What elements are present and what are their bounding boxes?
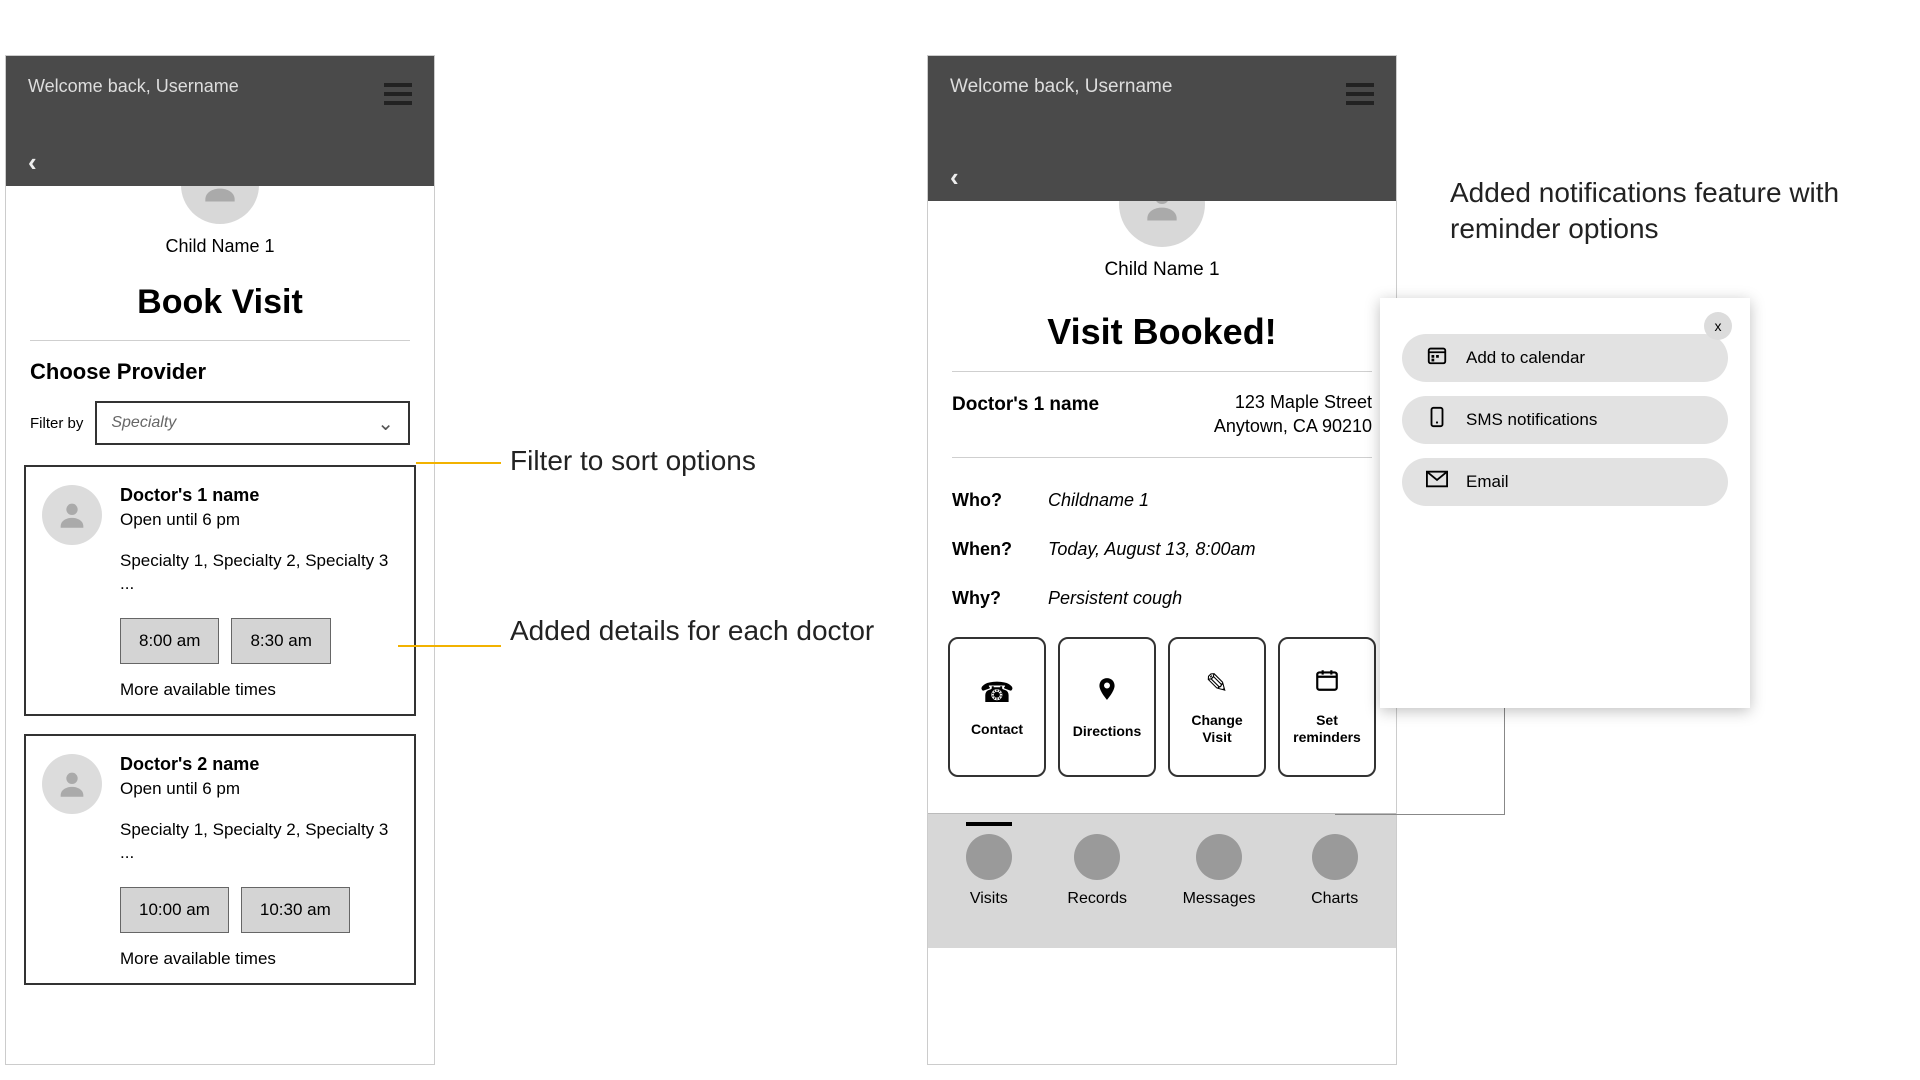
- nav-charts-label: Charts: [1311, 890, 1358, 908]
- close-button[interactable]: x: [1704, 312, 1732, 340]
- doctor-hours: Open until 6 pm: [120, 510, 398, 530]
- email-button[interactable]: Email: [1402, 458, 1728, 506]
- directions-label: Directions: [1073, 723, 1141, 740]
- close-icon: x: [1715, 318, 1722, 334]
- phone-header: Welcome back, Username ‹: [928, 56, 1396, 201]
- address-line-2: Anytown, CA 90210: [1214, 414, 1372, 438]
- why-label: Why?: [952, 588, 1048, 609]
- doctor-name: Doctor's 1 name: [120, 485, 398, 506]
- doctor-address-row: Doctor's 1 name 123 Maple Street Anytown…: [952, 390, 1372, 439]
- divider: [952, 457, 1372, 458]
- nav-icon: [1074, 834, 1120, 880]
- who-value: Childname 1: [1048, 490, 1149, 511]
- phone-visit-booked: Welcome back, Username ‹ Child Name 1 Vi…: [927, 55, 1397, 1065]
- doctor-avatar-icon: [42, 754, 102, 814]
- phone-header: Welcome back, Username ‹: [6, 56, 434, 186]
- welcome-text: Welcome back, Username: [950, 76, 1374, 98]
- email-icon: [1422, 470, 1452, 494]
- back-button[interactable]: ‹: [28, 147, 37, 178]
- annotation-filter: Filter to sort options: [510, 443, 756, 479]
- doctor-hours: Open until 6 pm: [120, 779, 398, 799]
- nav-messages[interactable]: Messages: [1183, 834, 1256, 908]
- time-slot-button[interactable]: 8:00 am: [120, 618, 219, 664]
- contact-button[interactable]: ☎ Contact: [948, 637, 1046, 777]
- divider: [952, 371, 1372, 372]
- add-to-calendar-button[interactable]: Add to calendar: [1402, 334, 1728, 382]
- why-value: Persistent cough: [1048, 588, 1182, 609]
- when-value: Today, August 13, 8:00am: [1048, 539, 1255, 560]
- contact-label: Contact: [971, 721, 1023, 738]
- more-times-link[interactable]: More available times: [120, 680, 398, 700]
- detail-who: Who? Childname 1: [952, 476, 1372, 525]
- time-slot-button[interactable]: 8:30 am: [231, 618, 330, 664]
- action-buttons-row: ☎ Contact Directions ✎ Change Visit Set …: [948, 637, 1376, 777]
- screen-title: Visit Booked!: [928, 311, 1396, 353]
- specialty-filter-select[interactable]: Specialty ⌄: [95, 401, 410, 445]
- chevron-down-icon: ⌄: [377, 411, 394, 436]
- annotation-notifications: Added notifications feature with reminde…: [1450, 175, 1920, 248]
- child-name: Child Name 1: [928, 259, 1396, 281]
- annotation-line: [398, 645, 501, 647]
- more-times-link[interactable]: More available times: [120, 949, 398, 969]
- annotation-line: [416, 462, 501, 464]
- nav-records[interactable]: Records: [1067, 834, 1127, 908]
- location-pin-icon: [1094, 674, 1120, 711]
- annotation-details: Added details for each doctor: [510, 613, 874, 649]
- welcome-text: Welcome back, Username: [28, 76, 412, 97]
- connector-line: [1335, 695, 1505, 815]
- phone-book-visit: Welcome back, Username ‹ Child Name 1 Bo…: [5, 55, 435, 1065]
- nav-icon: [1312, 834, 1358, 880]
- doctor-name: Doctor's 2 name: [120, 754, 398, 775]
- detail-why: Why? Persistent cough: [952, 574, 1372, 623]
- edit-icon: ✎: [1205, 667, 1228, 700]
- change-visit-button[interactable]: ✎ Change Visit: [1168, 637, 1266, 777]
- directions-button[interactable]: Directions: [1058, 637, 1156, 777]
- doctor-name: Doctor's 1 name: [952, 394, 1099, 416]
- doctor-avatar-icon: [42, 485, 102, 545]
- filter-by-label: Filter by: [30, 415, 83, 432]
- choose-provider-label: Choose Provider: [30, 359, 410, 385]
- screen-title: Book Visit: [6, 283, 434, 322]
- time-slot-button[interactable]: 10:30 am: [241, 887, 350, 933]
- hamburger-menu-icon[interactable]: [1346, 78, 1374, 110]
- child-name: Child Name 1: [6, 236, 434, 257]
- doctor-specialties: Specialty 1, Specialty 2, Specialty 3 ..…: [120, 550, 398, 596]
- nav-charts[interactable]: Charts: [1311, 834, 1358, 908]
- nav-icon: [966, 834, 1012, 880]
- filter-row: Filter by Specialty ⌄: [30, 401, 410, 445]
- doctor-specialties: Specialty 1, Specialty 2, Specialty 3 ..…: [120, 819, 398, 865]
- time-slot-button[interactable]: 10:00 am: [120, 887, 229, 933]
- sms-notifications-button[interactable]: SMS notifications: [1402, 396, 1728, 444]
- nav-records-label: Records: [1067, 890, 1127, 908]
- nav-messages-label: Messages: [1183, 890, 1256, 908]
- add-to-calendar-label: Add to calendar: [1466, 348, 1585, 368]
- nav-icon: [1196, 834, 1242, 880]
- doctor-card: Doctor's 2 name Open until 6 pm Specialt…: [24, 734, 416, 985]
- sms-icon: [1422, 406, 1452, 434]
- change-visit-label: Change Visit: [1178, 712, 1256, 746]
- reminder-popup: x Add to calendar SMS notifications Emai…: [1380, 298, 1750, 708]
- email-label: Email: [1466, 472, 1509, 492]
- calendar-icon: [1422, 344, 1452, 372]
- address-line-1: 123 Maple Street: [1214, 390, 1372, 414]
- back-button[interactable]: ‹: [950, 162, 959, 193]
- when-label: When?: [952, 539, 1048, 560]
- nav-visits-label: Visits: [966, 890, 1012, 908]
- divider: [30, 340, 410, 341]
- address: 123 Maple Street Anytown, CA 90210: [1214, 390, 1372, 439]
- hamburger-menu-icon[interactable]: [384, 78, 412, 110]
- phone-icon: ☎: [980, 676, 1015, 709]
- doctor-card: Doctor's 1 name Open until 6 pm Specialt…: [24, 465, 416, 716]
- nav-visits[interactable]: Visits: [966, 822, 1012, 908]
- who-label: Who?: [952, 490, 1048, 511]
- detail-when: When? Today, August 13, 8:00am: [952, 525, 1372, 574]
- sms-notifications-label: SMS notifications: [1466, 410, 1597, 430]
- bottom-nav: Visits Records Messages Charts: [928, 813, 1396, 948]
- filter-placeholder: Specialty: [111, 414, 176, 432]
